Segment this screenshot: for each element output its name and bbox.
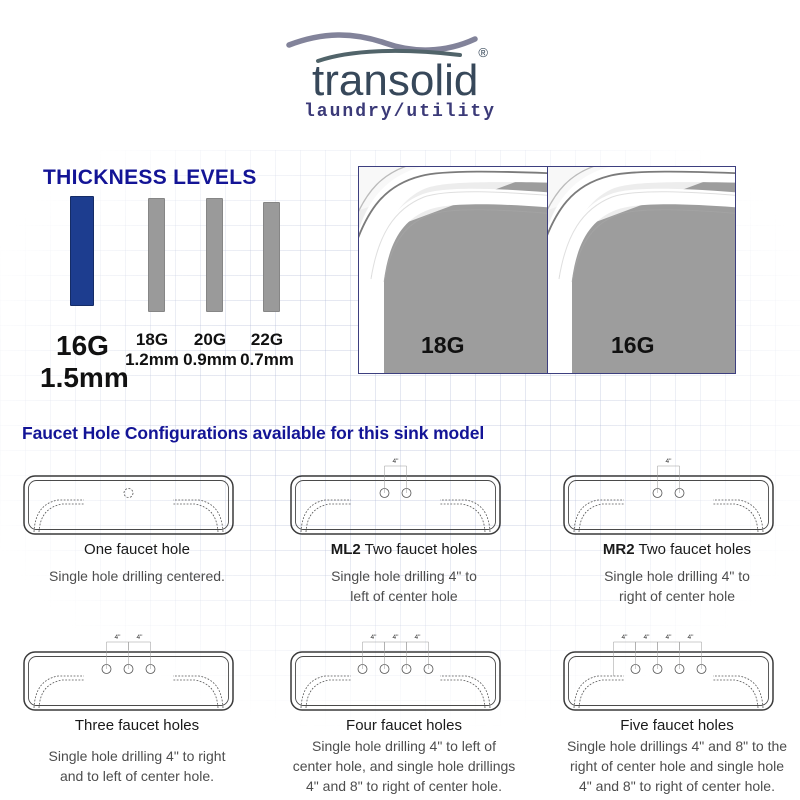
svg-text:4": 4"	[666, 458, 673, 465]
svg-text:4": 4"	[137, 634, 144, 641]
svg-text:4": 4"	[415, 634, 422, 641]
svg-text:4": 4"	[393, 458, 400, 465]
svg-text:4": 4"	[688, 634, 695, 641]
svg-text:4": 4"	[371, 634, 378, 641]
svg-text:4": 4"	[115, 634, 122, 641]
svg-text:4": 4"	[393, 634, 400, 641]
svg-text:4": 4"	[666, 634, 673, 641]
svg-text:4": 4"	[644, 634, 651, 641]
svg-text:4": 4"	[622, 634, 629, 641]
